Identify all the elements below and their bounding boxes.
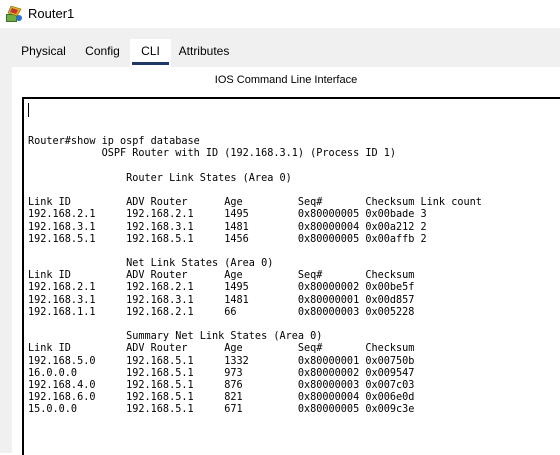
active-tab-indicator [132,62,169,65]
terminal-line: 15.0.0.0 192.168.5.1 671 0x80000005 0x00… [28,404,415,416]
terminal-line: Link ID ADV Router Age Seq# Checksum Lin… [28,197,482,209]
cli-header: IOS Command Line Interface [214,74,358,86]
terminal-line [28,185,482,197]
title-bar: Router1 [0,0,560,28]
terminal-line [28,319,482,331]
window-body: Physical Config CLI Attributes IOS Comma… [0,28,560,455]
tab-config-label: Config [85,44,120,58]
terminal-line: 192.168.4.0 192.168.5.1 876 0x80000003 0… [28,379,415,391]
tab-physical-label: Physical [21,44,66,58]
tab-attributes[interactable]: Attributes [171,39,237,67]
cli-panel: IOS Command Line Interface Router#show i… [12,67,560,455]
text-cursor [28,103,29,117]
router-app-icon [5,5,23,23]
terminal-line: 192.168.5.0 192.168.5.1 1332 0x80000001 … [28,355,415,367]
terminal-line: 192.168.3.1 192.168.3.1 1481 0x80000001 … [28,294,415,306]
terminal-line: OSPF Router with ID (192.168.3.1) (Proce… [28,148,397,160]
tab-cli[interactable]: CLI [130,39,171,67]
tab-physical[interactable]: Physical [12,39,75,67]
terminal-line: 192.168.2.1 192.168.2.1 1495 0x80000005 … [28,209,427,221]
terminal-output: Router#show ip ospf database OSPF Router… [28,124,482,417]
cli-terminal[interactable]: Router#show ip ospf database OSPF Router… [22,97,560,455]
terminal-line: Link ID ADV Router Age Seq# Checksum [28,270,415,282]
terminal-line: Summary Net Link States (Area 0) [28,331,323,343]
terminal-line [28,246,482,258]
terminal-line: Net Link States (Area 0) [28,258,274,270]
terminal-line: 192.168.6.0 192.168.5.1 821 0x80000004 0… [28,392,415,404]
terminal-line: 192.168.1.1 192.168.2.1 66 0x80000003 0x… [28,306,415,318]
terminal-line: 192.168.2.1 192.168.2.1 1495 0x80000002 … [28,282,415,294]
terminal-line [28,124,482,136]
terminal-line: Router Link States (Area 0) [28,172,292,184]
tab-cli-label: CLI [141,44,160,58]
terminal-line: Router#show ip ospf database [28,136,200,148]
terminal-line: 16.0.0.0 192.168.5.1 973 0x80000002 0x00… [28,367,415,379]
terminal-line: Link ID ADV Router Age Seq# Checksum [28,343,415,355]
tab-attributes-label: Attributes [178,44,230,58]
terminal-line [28,161,482,173]
terminal-line: 192.168.5.1 192.168.5.1 1456 0x80000005 … [28,233,427,245]
tab-config[interactable]: Config [75,39,130,67]
terminal-line: 192.168.3.1 192.168.3.1 1481 0x80000004 … [28,221,427,233]
window-title: Router1 [28,6,75,21]
